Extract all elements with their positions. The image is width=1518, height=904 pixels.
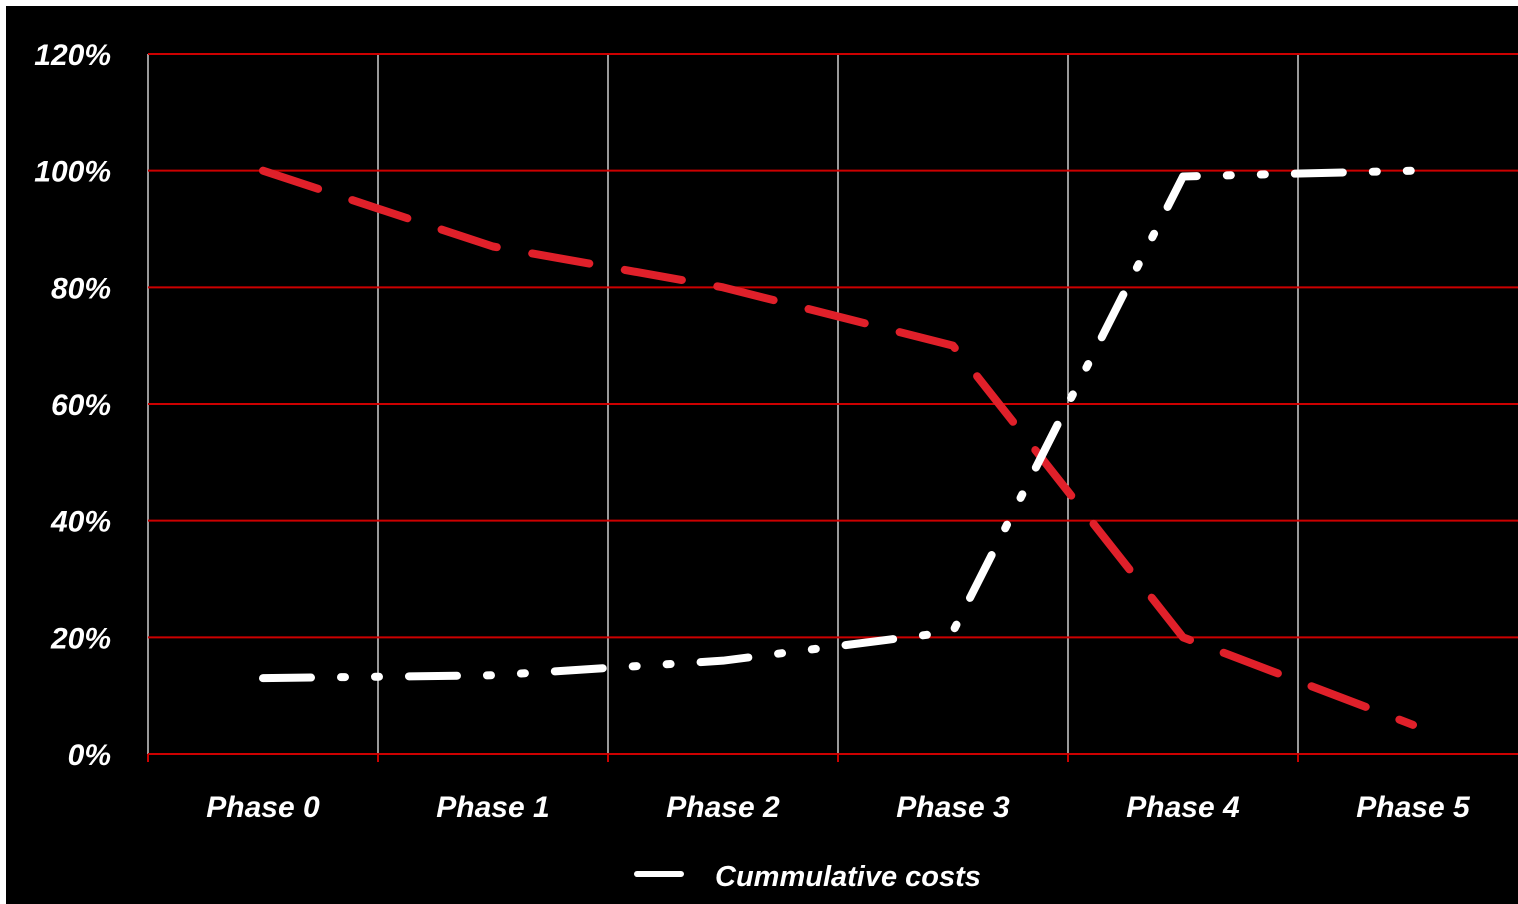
y-tick-label: 20% xyxy=(50,622,111,655)
y-tick-label: 60% xyxy=(51,389,111,422)
axes: 0% 20% 40% 60% 80% 100% 120% Phase 0 Phase 1 Phas… xyxy=(34,39,1471,824)
y-tick-label: 100% xyxy=(34,156,111,189)
y-tick-label: 0% xyxy=(68,739,111,772)
legend: Cummulative costs xyxy=(634,861,981,893)
x-category-label: Phase 5 xyxy=(1356,791,1471,824)
legend-label-cummulative-costs: Cummulative costs xyxy=(715,861,981,893)
y-tick-label: 120% xyxy=(34,39,111,72)
x-category-label: Phase 2 xyxy=(666,791,780,824)
grid xyxy=(147,53,1518,762)
series xyxy=(259,166,1417,729)
series-line-cummulative-costs xyxy=(259,166,1417,683)
x-category-label: Phase 1 xyxy=(436,791,549,824)
x-category-label: Phase 4 xyxy=(1126,791,1240,824)
x-category-label: Phase 0 xyxy=(206,791,320,824)
y-tick-label: 80% xyxy=(51,272,111,305)
y-tick-label: 40% xyxy=(50,506,111,539)
series-line-red xyxy=(259,166,1417,729)
x-category-label: Phase 3 xyxy=(896,791,1010,824)
